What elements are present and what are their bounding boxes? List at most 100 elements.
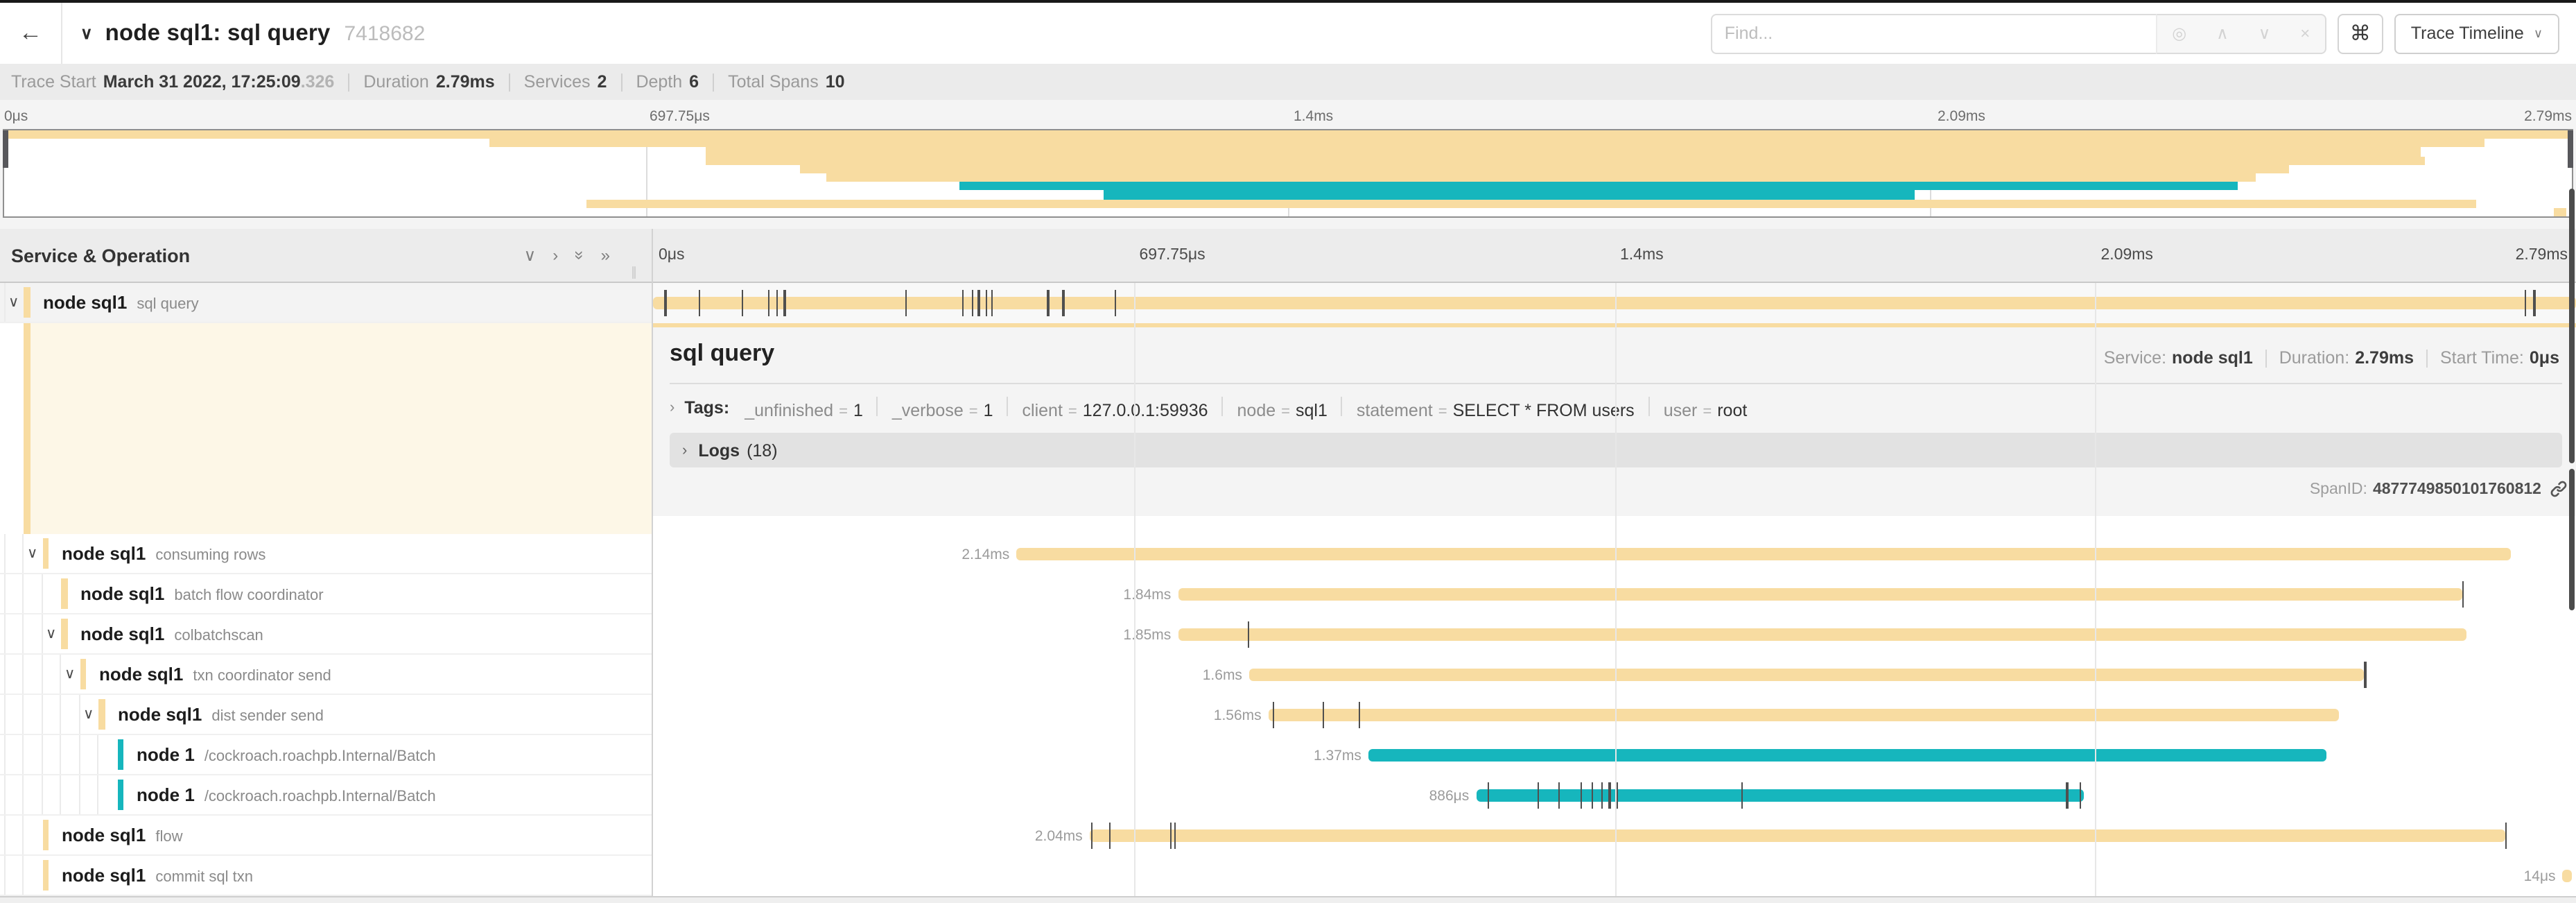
- tags-row[interactable]: › Tags: _unfinished = 1 _verbose = 1 client = 12…: [670, 393, 1747, 423]
- keyboard-shortcuts-button[interactable]: ⌘: [2337, 13, 2383, 53]
- tag-value: 1: [983, 400, 993, 420]
- log-marker-tick: [1538, 782, 1540, 809]
- span-bar-lane[interactable]: 1.85ms: [653, 614, 2576, 655]
- expand-all-icon[interactable]: »: [600, 246, 610, 265]
- logs-label: Logs: [698, 440, 740, 460]
- expand-one-icon[interactable]: ›: [552, 246, 559, 265]
- log-marker-tick: [977, 290, 980, 316]
- tag-equals: =: [1068, 403, 1077, 420]
- minimap-tick-label: 2.09ms: [1938, 108, 1985, 125]
- span-bar[interactable]: 2.14ms: [961, 547, 2511, 563]
- locate-icon[interactable]: ◎: [2172, 24, 2187, 43]
- tree-depth-guide: [22, 574, 24, 613]
- span-bar[interactable]: 1.37ms: [1314, 748, 2326, 764]
- chevron-down-icon[interactable]: ∨: [8, 294, 19, 311]
- column-divider[interactable]: [652, 229, 653, 896]
- span-tree-item[interactable]: node sql1 commit sql txn: [0, 856, 652, 896]
- minimap-tick-label: 1.4ms: [1294, 108, 1334, 125]
- span-bar[interactable]: 14μs: [2524, 868, 2573, 885]
- tree-depth-guide: [22, 695, 24, 734]
- span-bar[interactable]: 1.85ms: [1123, 627, 2466, 644]
- tree-depth-guide: [78, 695, 80, 734]
- chevron-down-icon[interactable]: ∨: [27, 545, 38, 562]
- span-bar-lane[interactable]: 1.56ms: [653, 695, 2576, 735]
- summary-separator: [348, 73, 350, 91]
- tree-depth-guide: [41, 655, 42, 694]
- back-button[interactable]: ←: [0, 3, 62, 64]
- log-marker-tick: [2533, 290, 2536, 316]
- tag-separator: [1007, 396, 1009, 415]
- summary-value: March 31 2022, 17:25:09: [103, 72, 301, 92]
- tree-depth-guide: [3, 655, 5, 694]
- collapse-one-icon[interactable]: ∨: [523, 246, 537, 265]
- minimap-span-row: [4, 207, 2572, 216]
- page-header: ← ∨ node sql1: sql query 7418682 ◎ ∧ ∨ ×…: [0, 3, 2576, 65]
- log-marker-tick: [2462, 581, 2464, 608]
- span-bar-lane[interactable]: 886μs: [653, 775, 2576, 816]
- next-match-icon[interactable]: ∨: [2258, 24, 2271, 43]
- start-time-label: Start Time:: [2440, 348, 2524, 368]
- service-label: Service:: [2103, 348, 2167, 368]
- span-bar[interactable]: 1.6ms: [1203, 667, 2365, 684]
- span-bar-lane[interactable]: 1.84ms: [653, 574, 2576, 614]
- scrollbar-thumb[interactable]: [2569, 469, 2575, 610]
- span-bar-lane[interactable]: 1.6ms: [653, 655, 2576, 695]
- tag-key: user: [1663, 400, 1698, 420]
- span-bar-lane[interactable]: 2.14ms: [653, 534, 2576, 574]
- tree-depth-guide: [3, 574, 5, 613]
- summary-value: 10: [825, 72, 845, 92]
- find-input[interactable]: [1710, 13, 2156, 53]
- span-tree-item[interactable]: node 1/cockroach.roachpb.Internal/Batch: [0, 775, 652, 816]
- span-tree-item[interactable]: node 1/cockroach.roachpb.Internal/Batch: [0, 735, 652, 775]
- minimap-right-drag-handle[interactable]: [2568, 130, 2573, 168]
- chevron-down-icon[interactable]: ∨: [83, 706, 94, 723]
- tree-depth-guide: [78, 735, 80, 774]
- span-tree-item[interactable]: ∨ node sql1 consuming rows: [0, 534, 652, 574]
- span-duration-label: 1.37ms: [1314, 747, 1361, 764]
- tag-value: root: [1717, 400, 1748, 420]
- span-bar[interactable]: 2.04ms: [1035, 828, 2505, 845]
- span-tree-item[interactable]: node sql1 batch flow coordinator: [0, 574, 652, 614]
- span-bar-lane[interactable]: 1.37ms: [653, 735, 2576, 775]
- scrollbar-thumb[interactable]: [2569, 189, 2575, 463]
- collapse-all-icon[interactable]: »: [569, 250, 589, 260]
- logs-row[interactable]: › Logs (18): [670, 433, 2562, 467]
- span-color-stripe: [98, 699, 105, 730]
- tree-depth-guide: [3, 695, 5, 734]
- minimap-canvas[interactable]: [3, 129, 2573, 218]
- span-bar[interactable]: 1.56ms: [1214, 707, 2340, 724]
- minimap-span-bar: [705, 147, 2421, 157]
- timeline-header-row: Service & Operation ∨ › » » ∥ 0μs 697.75μ…: [0, 229, 2576, 283]
- span-tree-item[interactable]: node sql1 flow: [0, 816, 652, 856]
- span-bar[interactable]: 1.84ms: [1123, 587, 2463, 603]
- link-icon[interactable]: [2550, 480, 2568, 498]
- span-tree-item[interactable]: ∨ node sql1 txn coordinator send: [0, 655, 652, 695]
- minimap-span-bar: [2554, 207, 2567, 216]
- service-value: node sql1: [2172, 348, 2253, 368]
- chevron-down-icon[interactable]: ∨: [80, 24, 93, 43]
- timeline-tick-label: 2.09ms: [2100, 247, 2153, 264]
- span-bar[interactable]: 886μs: [1429, 788, 2084, 805]
- span-color-stripe: [42, 860, 49, 891]
- back-arrow-icon: ←: [19, 19, 42, 46]
- log-marker-tick: [2505, 823, 2507, 849]
- chevron-down-icon[interactable]: ∨: [64, 666, 76, 682]
- view-selector-button[interactable]: Trace Timeline ∨: [2394, 13, 2559, 53]
- minimap-left-drag-handle[interactable]: [3, 130, 8, 168]
- chevron-down-icon[interactable]: ∨: [46, 626, 57, 642]
- trace-summary-bar: Trace Start March 31 2022, 17:25:09.326 Du…: [0, 64, 2576, 101]
- span-bar-lane[interactable]: 2.04ms: [653, 816, 2576, 856]
- clear-find-icon[interactable]: ×: [2300, 24, 2310, 43]
- log-marker-tick: [1114, 290, 1117, 316]
- span-duration-label: 1.6ms: [1202, 666, 1242, 684]
- column-resize-grip[interactable]: ∥: [631, 265, 638, 279]
- log-marker-tick: [2080, 782, 2082, 809]
- span-tree-item[interactable]: ∨ node sql1 sql query: [0, 283, 652, 323]
- prev-match-icon[interactable]: ∧: [2216, 24, 2229, 43]
- span-tree-item[interactable]: ∨ node sql1 colbatchscan: [0, 614, 652, 655]
- window-top-edge: [0, 0, 2576, 3]
- span-bar-lane[interactable]: 14μs: [653, 856, 2576, 896]
- tree-toolbar: ∨ › » »: [524, 229, 610, 282]
- span-tree-item[interactable]: ∨ node sql1 dist sender send: [0, 695, 652, 735]
